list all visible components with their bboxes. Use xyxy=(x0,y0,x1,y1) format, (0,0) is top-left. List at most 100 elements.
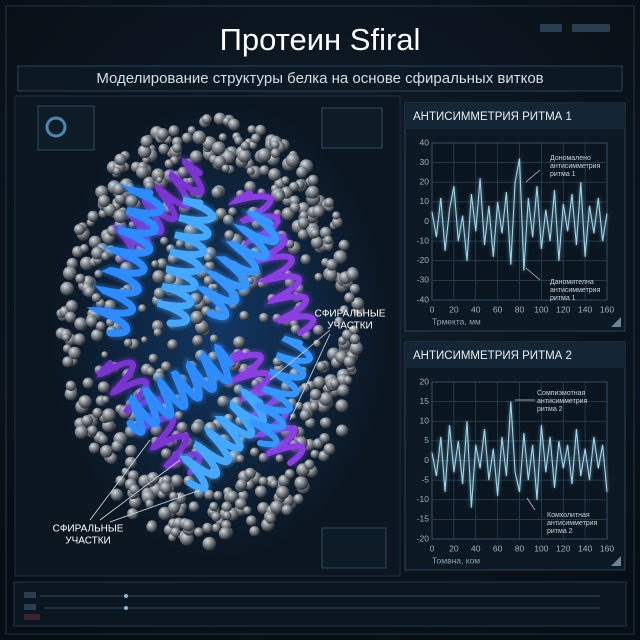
x-tick-label: 40 xyxy=(471,543,481,553)
atom xyxy=(270,140,280,150)
y-tick-label: 15 xyxy=(420,396,430,406)
atom xyxy=(64,387,78,401)
atom xyxy=(250,133,261,144)
helix xyxy=(156,196,216,327)
helix xyxy=(86,185,165,337)
atom xyxy=(82,377,94,389)
y-tick-label: 20 xyxy=(420,376,430,386)
atom xyxy=(90,329,104,342)
atom xyxy=(156,176,163,184)
annotation: Комхолитная xyxy=(547,512,590,519)
helix xyxy=(227,190,317,336)
atom xyxy=(337,384,350,397)
atom xyxy=(281,504,293,516)
atom xyxy=(284,469,295,479)
atom xyxy=(211,511,221,522)
annotation: ритма 2 xyxy=(547,528,573,535)
atom xyxy=(221,164,230,173)
frame xyxy=(5,5,635,635)
x-tick-label: 140 xyxy=(578,543,592,553)
y-tick-label: 0 xyxy=(424,216,429,226)
atom xyxy=(101,351,109,359)
atom xyxy=(156,128,169,141)
atom xyxy=(124,456,137,469)
atom xyxy=(249,447,260,457)
annotation: ритма 1 xyxy=(550,295,576,302)
atom xyxy=(125,195,139,208)
atom xyxy=(285,153,300,168)
label-leader xyxy=(269,329,331,381)
atom xyxy=(62,266,77,281)
annotation: антисимметрия xyxy=(547,520,598,527)
series-line xyxy=(431,158,608,271)
atom xyxy=(140,135,153,148)
atom xyxy=(202,536,217,551)
atom xyxy=(244,467,256,480)
atom xyxy=(218,133,227,142)
resize-corner xyxy=(611,317,621,327)
atom xyxy=(159,481,172,495)
atom xyxy=(269,479,279,489)
atom xyxy=(247,125,257,134)
atom xyxy=(114,193,126,205)
atom xyxy=(156,258,168,269)
atom xyxy=(249,526,260,537)
atom xyxy=(213,490,223,501)
atom xyxy=(236,454,245,464)
atom xyxy=(307,174,319,186)
atom xyxy=(270,148,281,159)
atom xyxy=(73,333,86,346)
annotation: Даномителна xyxy=(550,279,594,286)
atom xyxy=(85,315,98,328)
x-tick-label: 60 xyxy=(493,304,503,314)
resize-corner xyxy=(611,556,621,566)
atom xyxy=(92,407,103,418)
x-tick-label: 0 xyxy=(430,304,435,314)
helix xyxy=(195,211,280,321)
atom xyxy=(168,501,180,514)
atom xyxy=(297,217,310,229)
atom xyxy=(320,417,332,429)
atom xyxy=(68,346,81,360)
atom xyxy=(129,484,140,495)
atom xyxy=(233,336,246,349)
atom xyxy=(213,155,227,169)
atom xyxy=(221,501,232,513)
atom xyxy=(299,409,311,421)
atom xyxy=(281,176,290,185)
y-tick-label: -10 xyxy=(417,494,430,504)
atom xyxy=(228,118,240,131)
atom xyxy=(146,521,158,533)
atom xyxy=(114,153,127,166)
atom xyxy=(79,244,89,253)
atom xyxy=(97,194,111,208)
atom xyxy=(224,230,235,241)
atom xyxy=(202,522,213,534)
atom xyxy=(349,333,361,345)
atom xyxy=(331,216,343,228)
x-tick-label: 120 xyxy=(556,304,570,314)
atom xyxy=(187,126,196,135)
atom xyxy=(323,235,333,245)
atom xyxy=(274,191,285,202)
x-axis-label: Томвна, ком xyxy=(432,555,480,565)
atom xyxy=(335,399,349,413)
y-tick-label: -15 xyxy=(417,514,430,524)
atom xyxy=(346,268,360,281)
annotation: ритма 2 xyxy=(537,406,563,413)
x-tick-label: 60 xyxy=(493,543,503,553)
atom xyxy=(323,443,336,455)
label-leader xyxy=(289,333,331,421)
atom xyxy=(65,380,77,391)
x-tick-label: 160 xyxy=(600,304,614,314)
atom xyxy=(138,304,147,313)
y-tick-label: -30 xyxy=(417,275,430,285)
x-tick-label: 80 xyxy=(515,304,525,314)
atom xyxy=(125,444,137,457)
subtitle-bar xyxy=(17,65,623,92)
atom xyxy=(259,165,270,176)
y-tick-label: 10 xyxy=(420,196,430,206)
atom xyxy=(95,321,106,332)
atom xyxy=(228,207,238,217)
